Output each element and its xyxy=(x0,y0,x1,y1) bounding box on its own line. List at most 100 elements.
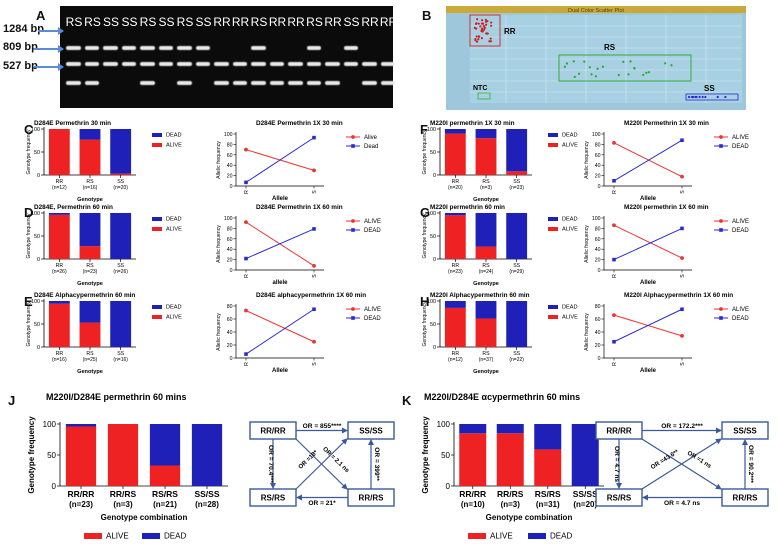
rs-point xyxy=(583,60,586,63)
legend-label-alive: ALIVE xyxy=(562,227,578,233)
point-alive-r xyxy=(612,313,616,317)
bar-dead-rr-rr xyxy=(459,424,487,434)
x-tick-label-rs: RS xyxy=(482,351,490,357)
point-dead-s xyxy=(312,307,316,312)
legend-swatch-dead xyxy=(548,305,558,309)
rs-points xyxy=(563,60,673,78)
x-axis-label: Genotype xyxy=(77,281,103,287)
series-line-dead xyxy=(245,308,315,355)
point-dead-s xyxy=(680,307,684,312)
y-tick-label: 50 xyxy=(430,322,436,328)
x-axis-label: Allele xyxy=(640,280,657,286)
point-dead-r xyxy=(244,180,248,185)
bar-alive-rr-rs xyxy=(496,433,524,486)
chart-d-bar: D284E, Permethrin 60 min 0 50 100 Genotype f… xyxy=(8,200,208,292)
rr-point xyxy=(477,22,480,25)
rr-point xyxy=(474,39,477,42)
legend-marker-dead xyxy=(719,144,723,148)
chart-e-line: D284E alphacypermethrin 1X 60 min 0 20 40 60… xyxy=(212,288,408,380)
gel-lane-label: RS xyxy=(250,15,268,29)
gel-band xyxy=(66,62,81,66)
gel-band xyxy=(251,46,266,50)
gel-lane-label: RR xyxy=(268,15,287,29)
legend-label-dead: DEAD xyxy=(550,532,572,541)
x-tick-label-ss-ss: SS/SS xyxy=(573,489,598,499)
x-tick-label-s: S xyxy=(312,190,318,194)
genotype-box-label-rr-rr: RR/RR xyxy=(606,427,632,436)
x-tick-label-rr: RR xyxy=(452,179,460,185)
legend-swatch-alive xyxy=(152,143,162,147)
y-axis-label: Allelic frequency xyxy=(216,313,222,351)
marker-label-527: 527 bp xyxy=(3,60,38,72)
rr-point xyxy=(482,28,486,31)
legend-label-alive: Alive xyxy=(364,135,378,141)
y-tick-label: 0 xyxy=(598,356,601,362)
gel-lane-label: RS xyxy=(176,15,194,29)
series-line-alive xyxy=(245,310,315,343)
legend-marker-dead xyxy=(719,228,723,232)
or-label-right: OR = 90.2*** xyxy=(747,445,754,483)
x-axis-label: Genotype combination xyxy=(101,513,188,522)
gel-band xyxy=(306,62,321,66)
y-tick-label: 50 xyxy=(34,322,40,328)
line-chart-svg: M220I Permethrin 1X 30 min020406080100Al… xyxy=(584,120,749,202)
diagram-svg: RR/RR SS/SS RS/RS RR/RS OR = 855**** OR = 21*… xyxy=(249,421,395,507)
rr-point xyxy=(476,18,479,21)
bar-alive-rs xyxy=(79,322,101,347)
gel-band xyxy=(288,81,303,85)
bar-dead-rr xyxy=(48,213,70,215)
series-line-dead xyxy=(613,308,683,343)
rs-point xyxy=(573,75,576,78)
gel-band xyxy=(343,62,358,66)
gel-band xyxy=(140,62,155,66)
chart-title: D284E alphacypermethrin 1X 60 min xyxy=(256,292,366,299)
bar-dead-ss-ss xyxy=(191,424,223,486)
x-axis-label: Allele xyxy=(640,196,657,202)
or-label-top: OR = 172.2*** xyxy=(661,423,703,430)
genotype-box-label-rr-rs: RR/RS xyxy=(359,494,385,503)
rr-label: RR xyxy=(504,27,516,36)
bar-alive-rr-rr xyxy=(65,426,97,486)
x-axis-label: Genotype xyxy=(473,369,499,375)
bar-dead-ss xyxy=(506,129,528,172)
bar-chart-svg: M220I/D284E permethrin 60 mins 0 50 100 Geno… xyxy=(27,392,228,541)
y-tick-label: 0 xyxy=(37,345,40,351)
ntc-cluster-box xyxy=(477,92,491,100)
ss-point xyxy=(704,95,707,99)
sample-size-rs: (n=16) xyxy=(83,185,98,191)
gel-band xyxy=(251,81,266,85)
y-tick-label: 20 xyxy=(595,258,601,264)
legend-marker-dead xyxy=(351,228,355,232)
y-tick-label: 80 xyxy=(595,304,601,310)
y-tick-label: 20 xyxy=(595,174,601,180)
dual-color-scatter-plot: Dual Color Scatter Plot RR RS NTC SS xyxy=(446,6,746,110)
legend-swatch-dead xyxy=(548,133,558,137)
x-axis-label: Genotype combination xyxy=(486,513,573,522)
legend-label-dead: DEAD xyxy=(562,305,578,311)
gel-band xyxy=(288,62,303,66)
gel-lane-label: SS xyxy=(121,15,138,29)
y-tick-label: 0 xyxy=(446,482,451,491)
panel-label-d: D xyxy=(24,205,34,220)
sample-size-rr: (n=16) xyxy=(52,357,67,363)
gel-band xyxy=(232,62,247,66)
legend-label-dead: DEAD xyxy=(562,133,578,139)
x-tick-label-rr-rs: RR/RS xyxy=(110,489,137,499)
diagram-svg: RR/RR SS/SS RS/RS RR/RS OR = 172.2*** OR = 4.… xyxy=(595,421,769,507)
marker-arrow-1284 xyxy=(38,30,60,32)
y-axis-label: Allelic frequency xyxy=(216,225,222,263)
rr-point xyxy=(486,32,489,35)
bar-dead-ss xyxy=(110,213,132,259)
y-tick-label: 100 xyxy=(31,299,40,305)
bar-chart-svg: D284E Alphacypermethrin 60 min050100Geno… xyxy=(26,292,182,375)
y-tick-label: 100 xyxy=(224,216,233,222)
gel-band xyxy=(66,46,81,50)
y-tick-label: 20 xyxy=(227,343,233,349)
genotype-box-label-ss-ss: SS/SS xyxy=(359,427,383,436)
bar-dead-rs xyxy=(475,301,497,319)
y-axis-label: Genotype frequency xyxy=(26,301,32,347)
chart-h-line: M220I Alphacypermethrin 1X 60 min 0 20 40 60… xyxy=(580,288,776,380)
sample-size-ss: (n=22) xyxy=(509,357,524,363)
point-alive-s xyxy=(312,168,316,173)
gel-band xyxy=(84,46,99,50)
